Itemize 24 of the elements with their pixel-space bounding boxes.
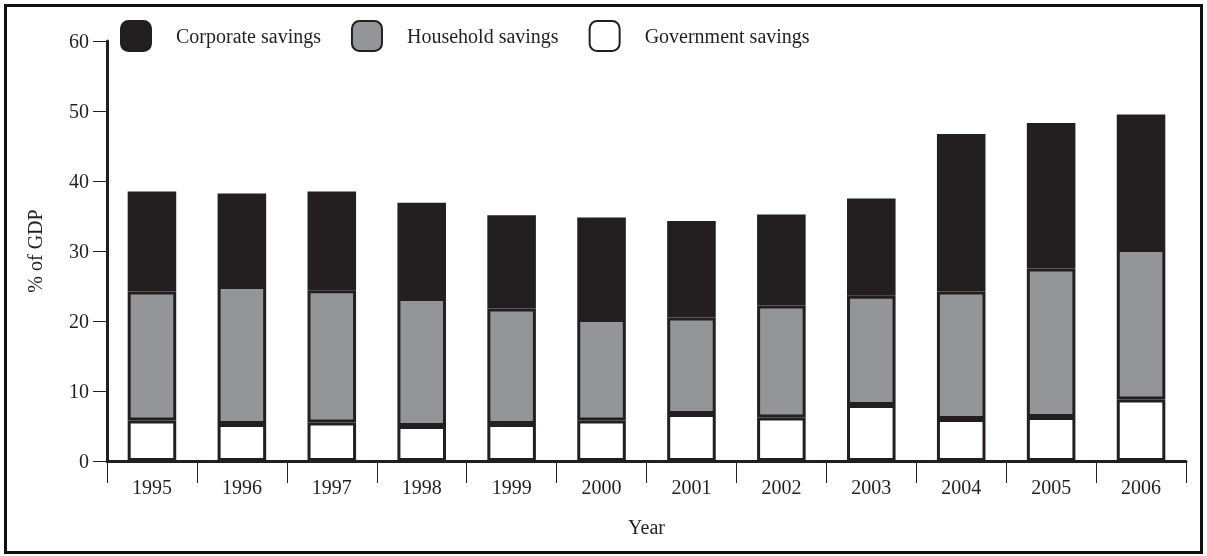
- y-tick-label: 10: [69, 380, 89, 402]
- y-tick-label: 0: [79, 450, 89, 472]
- x-tick-label: 2003: [851, 476, 892, 498]
- y-axis-title: % of GDP: [24, 209, 46, 293]
- x-tick-label: 1996: [221, 476, 262, 498]
- legend-label: Government savings: [644, 25, 810, 48]
- x-tick-label: 1995: [131, 476, 172, 498]
- x-tick-label: 1997: [311, 476, 352, 498]
- y-tick-label: 20: [69, 310, 89, 332]
- x-tick-label: 2000: [581, 476, 622, 498]
- x-axis-title: Year: [628, 516, 666, 538]
- y-tick-label: 30: [69, 240, 89, 262]
- x-tick-label: 2004: [941, 476, 982, 498]
- x-tick-label: 2002: [761, 476, 802, 498]
- y-tick-label: 60: [69, 30, 89, 52]
- y-tick-label: 50: [69, 100, 89, 122]
- y-tick-label: 40: [69, 170, 89, 192]
- x-tick-label: 2006: [1121, 476, 1162, 498]
- x-tick-label: 1998: [401, 476, 442, 498]
- legend-label: Household savings: [406, 25, 559, 48]
- x-tick-label: 1999: [491, 476, 532, 498]
- x-tick-label: 2005: [1031, 476, 1072, 498]
- legend-label: Corporate savings: [176, 25, 322, 48]
- x-tick-label: 2001: [671, 476, 712, 498]
